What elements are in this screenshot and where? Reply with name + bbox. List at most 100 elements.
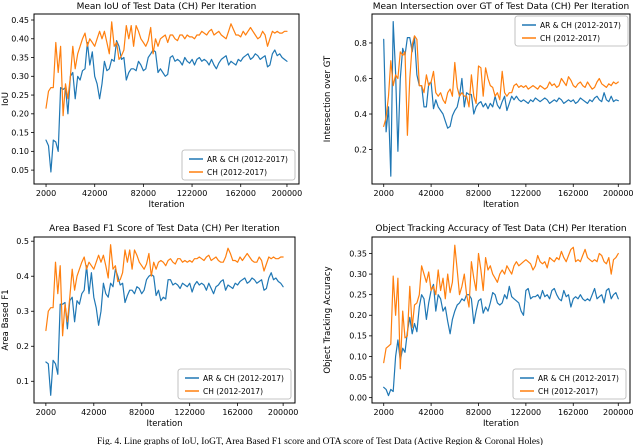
y-tick-label: 0.35 (11, 53, 29, 62)
y-axis-ticks: 0.2 0.4 0.6 0.8 (354, 39, 372, 154)
x-tick-label: 42000 (418, 189, 443, 198)
chart-mean-iou-svg: Mean IoU of Test Data (CH) Per Iteration… (1, 2, 302, 210)
x-tick-label: 200000 (272, 189, 303, 198)
y-tick-label: 0.00 (349, 393, 367, 402)
y-axis-ticks: 0.00 0.05 0.10 0.15 0.20 0.25 0.30 0.35 (349, 249, 372, 402)
x-tick-label: 122000 (174, 408, 205, 417)
x-axis-label: Iteration (483, 200, 519, 210)
line-series-1 (45, 244, 284, 337)
y-axis-ticks: 0.1 0.2 0.3 0.4 0.5 (16, 237, 34, 386)
chart-ota-svg: Object Tracking Accuracy of Test Data (C… (323, 224, 634, 428)
x-tick-label: 2000 (374, 189, 394, 198)
x-tick-label: 122000 (177, 189, 208, 198)
y-tick-label: 0.6 (354, 74, 367, 83)
x-tick-label: 42000 (418, 408, 443, 417)
y-tick-label: 0.1 (16, 377, 29, 386)
y-tick-label: 0.10 (349, 352, 367, 361)
y-tick-label: 0.5 (16, 237, 29, 246)
line-series-0 (383, 283, 619, 397)
y-tick-label: 0.40 (11, 35, 29, 44)
chart-mean-iogt-svg: Mean Intersection over GT of Test Data (… (323, 2, 634, 210)
y-axis-label: Area Based F1 (1, 289, 11, 350)
axes-frame (33, 13, 300, 185)
legend-label-1: CH (2012-2017) (207, 168, 267, 177)
axes-frame (371, 13, 631, 185)
line-series-1 (383, 35, 619, 136)
legend-box (177, 368, 292, 400)
x-tick-label: 200000 (603, 189, 634, 198)
x-tick-label: 2000 (36, 189, 56, 198)
x-tick-label: 162000 (558, 189, 589, 198)
y-tick-label: 0.2 (354, 145, 367, 154)
x-tick-label: 200000 (603, 408, 634, 417)
y-axis-label: Object Tracking Accuracy (323, 266, 333, 373)
chart-ota: Object Tracking Accuracy of Test Data (C… (320, 212, 640, 428)
x-axis-ticks: 2000 42000 82000 122000 162000 200000 (36, 403, 299, 417)
x-tick-label: 122000 (511, 189, 542, 198)
chart-title: Mean IoU of Test Data (CH) Per Iteration (77, 2, 257, 12)
legend-label-1: CH (2012-2017) (203, 387, 263, 396)
x-axis-ticks: 2000 42000 82000 122000 162000 200000 (374, 184, 634, 198)
y-tick-label: 0.4 (354, 110, 367, 119)
line-series-1 (383, 244, 619, 370)
y-tick-label: 0.25 (11, 91, 29, 100)
x-axis-label: Iteration (483, 419, 519, 428)
legend-box (514, 15, 629, 47)
y-tick-label: 0.15 (349, 332, 367, 341)
y-tick-label: 0.3 (16, 307, 29, 316)
y-tick-label: 0.20 (349, 311, 367, 320)
chart-mean-iogt: Mean Intersection over GT of Test Data (… (320, 0, 640, 212)
chart-area-f1-svg: Area Based F1 Score of Test Data (CH) Pe… (1, 224, 299, 428)
y-tick-label: 0.05 (349, 373, 367, 382)
x-axis-label: Iteration (148, 200, 184, 210)
x-tick-label: 42000 (82, 189, 107, 198)
x-tick-label: 82000 (466, 408, 491, 417)
y-tick-label: 0.2 (16, 342, 29, 351)
legend-label-0: AR & CH (2012-2017) (540, 21, 621, 30)
legend-box (512, 368, 627, 400)
y-tick-label: 0.10 (11, 147, 29, 156)
line-series-1 (45, 21, 288, 117)
chart-mean-iou: Mean IoU of Test Data (CH) Per Iteration… (0, 0, 320, 212)
chart-title: Mean Intersection over GT of Test Data (… (373, 2, 630, 12)
chart-title: Object Tracking Accuracy of Test Data (C… (375, 224, 626, 234)
y-tick-label: 0.8 (354, 39, 367, 48)
line-series-0 (383, 21, 619, 177)
axes-frame (33, 236, 296, 404)
x-tick-label: 2000 (36, 408, 56, 417)
x-tick-label: 42000 (81, 408, 106, 417)
legend-label-0: AR & CH (2012-2017) (207, 155, 288, 164)
x-tick-label: 122000 (511, 408, 542, 417)
y-tick-label: 0.25 (349, 290, 367, 299)
x-axis-ticks: 2000 42000 82000 122000 162000 200000 (374, 403, 634, 417)
y-tick-label: 0.35 (349, 249, 367, 258)
x-tick-label: 200000 (268, 408, 299, 417)
x-axis-label: Iteration (146, 419, 182, 428)
line-series-0 (45, 265, 284, 396)
legend-box (181, 149, 296, 181)
y-tick-label: 0.05 (11, 166, 29, 175)
legend-label-0: AR & CH (2012-2017) (203, 374, 284, 383)
y-tick-label: 0.20 (11, 110, 29, 119)
y-tick-label: 0.15 (11, 128, 29, 137)
y-tick-label: 0.4 (16, 272, 29, 281)
x-axis-ticks: 2000 42000 82000 122000 162000 200000 (36, 184, 302, 198)
chart-area-f1: Area Based F1 Score of Test Data (CH) Pe… (0, 212, 320, 428)
chart-title: Area Based F1 Score of Test Data (CH) Pe… (49, 224, 280, 234)
x-tick-label: 82000 (129, 408, 154, 417)
legend-label-0: AR & CH (2012-2017) (538, 374, 619, 383)
y-axis-label: Intersection over GT (323, 55, 333, 142)
y-tick-label: 0.45 (11, 16, 29, 25)
y-tick-label: 0.30 (11, 72, 29, 81)
axes-frame (371, 236, 631, 404)
x-tick-label: 82000 (131, 189, 156, 198)
y-axis-label: IoU (1, 92, 11, 106)
x-tick-label: 82000 (466, 189, 491, 198)
y-tick-label: 0.30 (349, 270, 367, 279)
line-series-0 (45, 39, 288, 173)
x-tick-label: 2000 (374, 408, 394, 417)
y-axis-ticks: 0.05 0.10 0.15 0.20 0.25 0.30 0.35 0.40 0.45 (11, 16, 34, 175)
x-tick-label: 162000 (222, 408, 253, 417)
x-tick-label: 162000 (558, 408, 589, 417)
